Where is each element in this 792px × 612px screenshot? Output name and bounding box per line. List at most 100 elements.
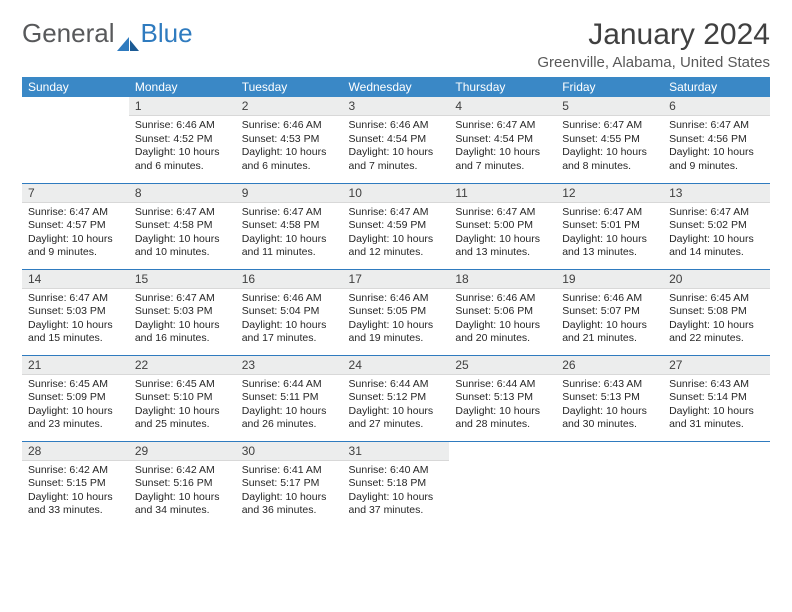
day-cell: 28Sunrise: 6:42 AMSunset: 5:15 PMDayligh… [22, 441, 129, 527]
day-info: Sunrise: 6:47 AMSunset: 4:59 PMDaylight:… [343, 203, 450, 265]
day-info: Sunrise: 6:45 AMSunset: 5:08 PMDaylight:… [663, 289, 770, 351]
day-info: Sunrise: 6:41 AMSunset: 5:17 PMDaylight:… [236, 461, 343, 523]
day-cell [556, 441, 663, 527]
day-cell: 26Sunrise: 6:43 AMSunset: 5:13 PMDayligh… [556, 355, 663, 441]
header: General Blue January 2024 Greenville, Al… [22, 18, 770, 71]
day-cell: 19Sunrise: 6:46 AMSunset: 5:07 PMDayligh… [556, 269, 663, 355]
day-info: Sunrise: 6:47 AMSunset: 5:03 PMDaylight:… [129, 289, 236, 351]
day-info: Sunrise: 6:47 AMSunset: 4:55 PMDaylight:… [556, 116, 663, 178]
day-info: Sunrise: 6:44 AMSunset: 5:12 PMDaylight:… [343, 375, 450, 437]
week-row: 28Sunrise: 6:42 AMSunset: 5:15 PMDayligh… [22, 441, 770, 527]
weekday-header: Sunday [22, 77, 129, 97]
day-number: 9 [236, 184, 343, 203]
day-cell: 16Sunrise: 6:46 AMSunset: 5:04 PMDayligh… [236, 269, 343, 355]
day-number: 22 [129, 356, 236, 375]
day-cell: 21Sunrise: 6:45 AMSunset: 5:09 PMDayligh… [22, 355, 129, 441]
day-info: Sunrise: 6:46 AMSunset: 5:07 PMDaylight:… [556, 289, 663, 351]
day-cell: 23Sunrise: 6:44 AMSunset: 5:11 PMDayligh… [236, 355, 343, 441]
sail-icon [117, 27, 139, 41]
title-block: January 2024 Greenville, Alabama, United… [537, 18, 770, 71]
day-number: 8 [129, 184, 236, 203]
day-number: 20 [663, 270, 770, 289]
day-cell: 29Sunrise: 6:42 AMSunset: 5:16 PMDayligh… [129, 441, 236, 527]
day-number: 24 [343, 356, 450, 375]
day-number: 18 [449, 270, 556, 289]
day-info: Sunrise: 6:47 AMSunset: 5:00 PMDaylight:… [449, 203, 556, 265]
day-number: 4 [449, 97, 556, 116]
day-number: 12 [556, 184, 663, 203]
day-cell: 7Sunrise: 6:47 AMSunset: 4:57 PMDaylight… [22, 183, 129, 269]
day-number: 3 [343, 97, 450, 116]
day-cell: 1Sunrise: 6:46 AMSunset: 4:52 PMDaylight… [129, 97, 236, 183]
week-row: 21Sunrise: 6:45 AMSunset: 5:09 PMDayligh… [22, 355, 770, 441]
day-number: 23 [236, 356, 343, 375]
day-info: Sunrise: 6:42 AMSunset: 5:15 PMDaylight:… [22, 461, 129, 523]
month-title: January 2024 [537, 18, 770, 52]
day-number: 21 [22, 356, 129, 375]
day-info: Sunrise: 6:43 AMSunset: 5:13 PMDaylight:… [556, 375, 663, 437]
day-number: 14 [22, 270, 129, 289]
location-text: Greenville, Alabama, United States [537, 54, 770, 71]
day-info: Sunrise: 6:46 AMSunset: 4:54 PMDaylight:… [343, 116, 450, 178]
day-cell: 11Sunrise: 6:47 AMSunset: 5:00 PMDayligh… [449, 183, 556, 269]
week-row: 7Sunrise: 6:47 AMSunset: 4:57 PMDaylight… [22, 183, 770, 269]
day-number: 15 [129, 270, 236, 289]
week-row: 14Sunrise: 6:47 AMSunset: 5:03 PMDayligh… [22, 269, 770, 355]
brand-blue: Blue [141, 18, 193, 49]
day-cell [663, 441, 770, 527]
day-info: Sunrise: 6:46 AMSunset: 4:52 PMDaylight:… [129, 116, 236, 178]
weekday-header: Wednesday [343, 77, 450, 97]
day-number: 27 [663, 356, 770, 375]
day-number: 26 [556, 356, 663, 375]
day-cell: 13Sunrise: 6:47 AMSunset: 5:02 PMDayligh… [663, 183, 770, 269]
weekday-header: Saturday [663, 77, 770, 97]
weekday-header: Thursday [449, 77, 556, 97]
day-cell: 24Sunrise: 6:44 AMSunset: 5:12 PMDayligh… [343, 355, 450, 441]
day-cell: 20Sunrise: 6:45 AMSunset: 5:08 PMDayligh… [663, 269, 770, 355]
day-cell: 31Sunrise: 6:40 AMSunset: 5:18 PMDayligh… [343, 441, 450, 527]
day-cell: 10Sunrise: 6:47 AMSunset: 4:59 PMDayligh… [343, 183, 450, 269]
day-number: 5 [556, 97, 663, 116]
day-cell: 4Sunrise: 6:47 AMSunset: 4:54 PMDaylight… [449, 97, 556, 183]
day-number: 13 [663, 184, 770, 203]
day-number: 7 [22, 184, 129, 203]
day-number: 6 [663, 97, 770, 116]
day-info: Sunrise: 6:47 AMSunset: 4:56 PMDaylight:… [663, 116, 770, 178]
day-cell: 14Sunrise: 6:47 AMSunset: 5:03 PMDayligh… [22, 269, 129, 355]
day-cell [449, 441, 556, 527]
day-number: 19 [556, 270, 663, 289]
day-cell: 12Sunrise: 6:47 AMSunset: 5:01 PMDayligh… [556, 183, 663, 269]
weekday-header: Monday [129, 77, 236, 97]
weekday-header: Friday [556, 77, 663, 97]
day-cell: 8Sunrise: 6:47 AMSunset: 4:58 PMDaylight… [129, 183, 236, 269]
day-info: Sunrise: 6:47 AMSunset: 5:01 PMDaylight:… [556, 203, 663, 265]
day-cell: 5Sunrise: 6:47 AMSunset: 4:55 PMDaylight… [556, 97, 663, 183]
day-info: Sunrise: 6:44 AMSunset: 5:13 PMDaylight:… [449, 375, 556, 437]
day-cell: 2Sunrise: 6:46 AMSunset: 4:53 PMDaylight… [236, 97, 343, 183]
day-info: Sunrise: 6:47 AMSunset: 4:57 PMDaylight:… [22, 203, 129, 265]
day-info: Sunrise: 6:47 AMSunset: 5:03 PMDaylight:… [22, 289, 129, 351]
day-info: Sunrise: 6:47 AMSunset: 4:54 PMDaylight:… [449, 116, 556, 178]
brand-logo: General Blue [22, 18, 193, 49]
day-info: Sunrise: 6:42 AMSunset: 5:16 PMDaylight:… [129, 461, 236, 523]
day-info: Sunrise: 6:46 AMSunset: 5:04 PMDaylight:… [236, 289, 343, 351]
day-cell: 18Sunrise: 6:46 AMSunset: 5:06 PMDayligh… [449, 269, 556, 355]
day-cell: 25Sunrise: 6:44 AMSunset: 5:13 PMDayligh… [449, 355, 556, 441]
calendar-table: SundayMondayTuesdayWednesdayThursdayFrid… [22, 77, 770, 527]
day-info: Sunrise: 6:46 AMSunset: 5:06 PMDaylight:… [449, 289, 556, 351]
day-number: 31 [343, 442, 450, 461]
day-info: Sunrise: 6:46 AMSunset: 5:05 PMDaylight:… [343, 289, 450, 351]
day-info: Sunrise: 6:47 AMSunset: 5:02 PMDaylight:… [663, 203, 770, 265]
day-info: Sunrise: 6:44 AMSunset: 5:11 PMDaylight:… [236, 375, 343, 437]
day-cell: 22Sunrise: 6:45 AMSunset: 5:10 PMDayligh… [129, 355, 236, 441]
day-info: Sunrise: 6:46 AMSunset: 4:53 PMDaylight:… [236, 116, 343, 178]
day-info: Sunrise: 6:45 AMSunset: 5:10 PMDaylight:… [129, 375, 236, 437]
day-info: Sunrise: 6:47 AMSunset: 4:58 PMDaylight:… [236, 203, 343, 265]
day-cell: 6Sunrise: 6:47 AMSunset: 4:56 PMDaylight… [663, 97, 770, 183]
day-number: 30 [236, 442, 343, 461]
weekday-header: Tuesday [236, 77, 343, 97]
day-number: 16 [236, 270, 343, 289]
day-cell: 30Sunrise: 6:41 AMSunset: 5:17 PMDayligh… [236, 441, 343, 527]
day-number: 1 [129, 97, 236, 116]
day-info: Sunrise: 6:40 AMSunset: 5:18 PMDaylight:… [343, 461, 450, 523]
